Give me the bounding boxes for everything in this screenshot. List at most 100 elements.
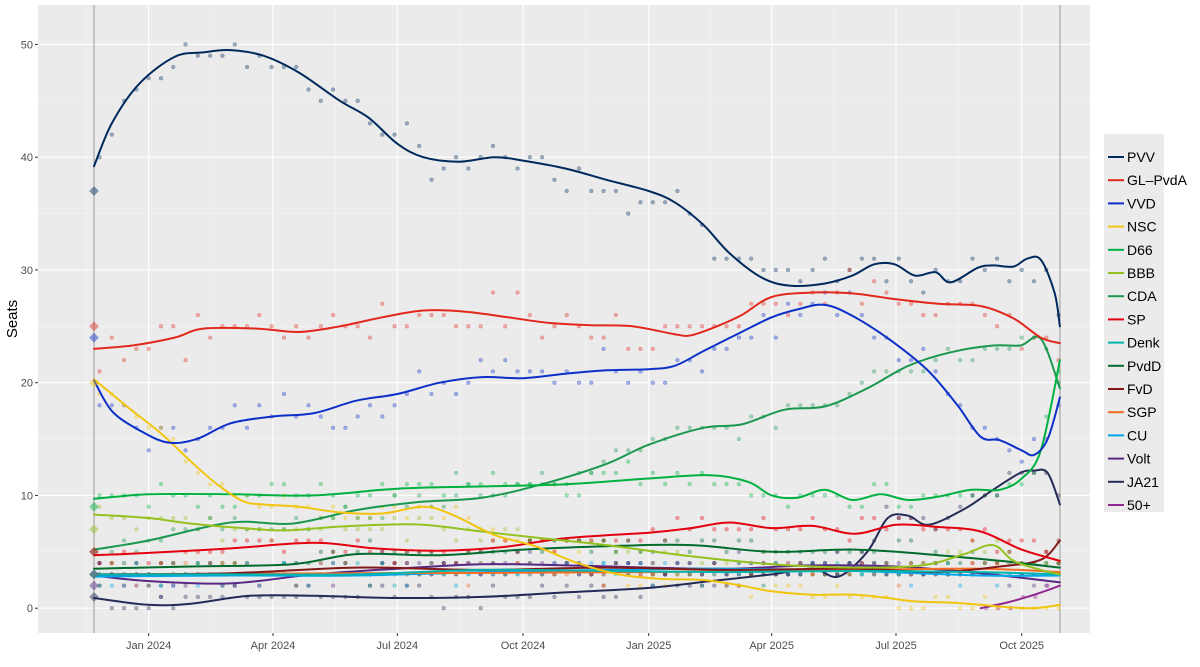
poll-dot-glpvda [724,324,729,329]
poll-dot-sp [220,549,225,554]
poll-dot-pvv [244,64,250,70]
poll-dot-vvd [257,403,262,408]
poll-dot-pvdd [982,560,987,566]
poll-dot-cu [613,560,619,566]
poll-dot-cu [306,583,311,588]
poll-dot-pvv [232,42,237,47]
poll-dot-pvdd [367,538,373,543]
poll-dot-sp [884,527,889,532]
poll-dot-glpvda [208,335,213,340]
election-result-marker [89,569,99,580]
poll-dot-pvv [724,256,729,261]
poll-dot-sp [343,549,348,554]
poll-dot-vvd [466,380,471,385]
poll-dot-bbb [404,538,409,543]
grid-lines [38,5,1090,633]
poll-dot-glpvda [109,335,114,340]
poll-dot-sp [281,549,287,554]
legend-label-pvv: PVV [1127,149,1156,165]
poll-dot-fvd [601,583,606,588]
poll-dot-pvv [183,42,188,47]
poll-dot-sp [589,538,594,543]
poll-dot-vvd [724,346,729,351]
poll-dot-denk [367,583,373,588]
poll-dot-glpvda [601,335,606,340]
poll-dot-cda [687,425,692,430]
poll-dot-pvv [994,256,1000,261]
poll-dot-cda [208,515,213,521]
poll-dot-sgp [810,572,815,577]
poll-dot-d66 [195,504,200,509]
poll-dot-bbb [134,527,139,532]
poll-dot-sp [663,538,668,543]
poll-dot-nsc [638,583,643,588]
poll-dot-sp [712,527,717,532]
poll-dot-glpvda [994,324,1000,329]
poll-dot-glpvda [146,346,151,351]
poll-dot-d66 [921,493,926,498]
poll-dot-fvd [97,560,102,566]
poll-dot-pvv [712,256,717,261]
poll-dot-pvdd [749,538,754,543]
poll-dot-nsc [785,583,791,588]
poll-dot-vvd [417,369,422,374]
poll-dot-cda [736,436,741,442]
poll-dot-cda [417,493,422,498]
poll-dot-denk [699,583,705,588]
poll-dot-cu [109,583,114,588]
poll-dot-vvd [171,425,176,430]
poll-dot-vvd [343,425,348,430]
x-tick-label: Jul 2025 [875,640,917,652]
poll-dot-glpvda [663,324,668,329]
x-tick-label: Jul 2024 [377,640,419,652]
poll-dot-ja21 [1007,470,1012,475]
poll-dot-pvdd [109,560,114,566]
poll-dot-denk [626,560,631,566]
poll-dot-nsc [576,549,582,554]
poll-dot-bbb [650,560,655,566]
poll-dot-vvd [540,369,545,374]
poll-dot-vvd [785,301,791,306]
poll-dot-sp [146,560,151,566]
trend-line-vvd [93,303,1061,457]
poll-dot-d66 [970,493,975,498]
poll-dot-ja21 [896,515,901,521]
poll-dot-sp [736,527,741,532]
poll-dot-nsc [921,606,926,611]
poll-dot-d66 [687,482,692,487]
poll-dot-denk [158,560,164,566]
poll-dot-glpvda [527,312,532,318]
poll-dot-vvd [232,403,237,408]
poll-dot-cda [810,403,815,408]
poll-dot-bbb [503,527,508,532]
legend-label-fvd: FvD [1127,381,1153,397]
poll-dot-ja21 [97,583,102,588]
election-result-marker [89,524,99,535]
poll-dot-cu [244,560,250,566]
poll-dot-d66 [404,482,409,487]
poll-dot-d66 [392,493,397,498]
poll-dot-vvd [306,403,311,408]
poll-dot-vvd [921,346,926,351]
poll-dot-nsc [896,606,901,611]
poll-dot-pvdd [675,538,680,543]
poll-dot-vvd [589,380,594,385]
poll-dot-pvv [564,188,569,194]
poll-dot-ja21 [527,594,532,600]
poll-dot-cda [613,448,619,453]
poll-dot-vvd [773,335,778,340]
poll-dot-glpvda [699,324,705,329]
poll-dot-cda [859,380,864,385]
poll-dot-glpvda [515,290,520,295]
poll-dot-vvd [503,358,508,363]
poll-dot-cda [773,425,778,430]
poll-dot-glpvda [183,358,188,363]
poll-dot-d66 [761,493,766,498]
poll-dot-pvv [294,64,299,70]
poll-dot-denk [355,560,360,566]
poll-dot-cda [908,369,914,374]
poll-dot-glpvda [306,335,311,340]
poll-dot-sp [798,527,803,532]
poll-dot-sgp [466,583,471,588]
